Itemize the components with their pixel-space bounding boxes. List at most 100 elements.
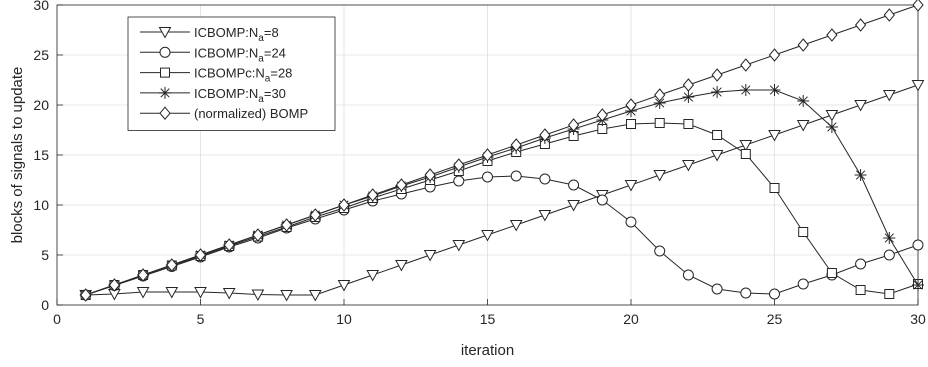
y-axis-label: blocks of signals to update <box>9 67 26 244</box>
series-2-point <box>453 175 465 187</box>
legend-entry: (normalized) BOMP <box>140 106 308 121</box>
series-1-point <box>308 290 322 302</box>
series-1-point <box>739 140 753 152</box>
series-4-point <box>739 84 752 96</box>
asterisk-stroke <box>769 85 780 95</box>
x-tick-label: 20 <box>623 311 639 327</box>
series-2-point <box>625 216 637 228</box>
series-5-point <box>711 68 723 82</box>
series-1-point <box>251 289 265 302</box>
series-2-point <box>482 171 493 183</box>
series-1-point <box>509 220 523 232</box>
series-2-point <box>797 278 809 290</box>
asterisk-stroke <box>741 85 751 95</box>
series-3-point <box>654 118 665 128</box>
series-3-point <box>712 130 723 140</box>
x-tick-label: 0 <box>53 311 61 327</box>
series-5-point <box>223 238 235 252</box>
y-tick-label: 0 <box>41 297 49 313</box>
axis-ticks: 0 5 10 15 20 25 30 0 5 10 15 20 25 30 <box>33 0 926 327</box>
y-tick-label: 30 <box>33 0 49 13</box>
series-5-point <box>338 198 350 212</box>
series-1-point <box>136 287 150 299</box>
series-2-point <box>682 269 694 281</box>
series-1-point <box>222 288 236 300</box>
series-1-point <box>194 287 207 299</box>
series-3-point <box>626 119 636 129</box>
legend-label: ICBOMP:Na=30 <box>194 86 286 105</box>
series-5-point <box>654 88 666 102</box>
series-3-point <box>826 268 837 278</box>
legend-marker <box>158 27 172 39</box>
series-1-point <box>911 80 925 92</box>
legend-marker <box>159 106 171 120</box>
series-2-point <box>596 194 608 206</box>
legend-label: ICBOMP:Na=24 <box>194 45 286 64</box>
legend-entry: ICBOMP:Na=8 <box>140 25 279 44</box>
series-5-point <box>883 8 895 22</box>
series-4-point <box>825 121 838 133</box>
series-2-point <box>912 239 924 251</box>
series-3-point <box>740 149 751 159</box>
series-5-point <box>280 218 293 232</box>
y-tick-label: 20 <box>33 97 49 113</box>
series-4-point <box>883 232 896 244</box>
series-5-point <box>682 78 695 92</box>
series-2-point <box>855 258 867 270</box>
asterisk-stroke <box>712 87 722 97</box>
series-5-point <box>166 258 178 272</box>
series-layer <box>79 0 925 302</box>
x-tick-label: 15 <box>480 311 496 327</box>
series-1-point <box>768 130 781 142</box>
series-5-point <box>80 288 92 302</box>
x-axis-label: iteration <box>461 342 514 359</box>
legend-label: (normalized) BOMP <box>194 106 308 121</box>
y-tick-label: 5 <box>41 247 49 263</box>
series-1-line <box>85 84 919 296</box>
series-2-point <box>769 288 780 300</box>
legend-marker <box>160 67 170 78</box>
series-4-point <box>682 91 695 103</box>
asterisk-stroke <box>855 170 866 180</box>
series-1-point <box>825 110 839 122</box>
series-1-point <box>481 230 494 242</box>
x-tick-label: 5 <box>197 311 205 327</box>
series-5-point <box>854 18 867 32</box>
series-5-point <box>309 208 321 222</box>
series-5-point <box>137 268 149 282</box>
series-5-point <box>194 248 207 262</box>
asterisk-stroke <box>827 122 837 132</box>
asterisk-stroke <box>160 88 170 98</box>
series-5-point <box>510 138 522 152</box>
series-5-point <box>481 148 494 162</box>
asterisk-stroke <box>798 96 808 106</box>
series-3-point <box>884 289 895 299</box>
series-1-point <box>280 290 293 302</box>
series-1-point <box>710 150 724 162</box>
x-tick-label: 25 <box>767 311 783 327</box>
series-1-point <box>796 120 810 132</box>
series-5-point <box>740 58 752 72</box>
legend-entry: ICBOMPc:Na=28 <box>140 66 292 85</box>
series-3-point <box>683 119 694 129</box>
series-1-point <box>337 280 351 292</box>
series-2-point <box>539 173 551 185</box>
series-1-point <box>624 180 638 192</box>
asterisk-stroke <box>655 98 665 108</box>
series-4-point <box>797 95 810 107</box>
series-5-point <box>768 48 781 62</box>
series-5-point <box>912 0 924 12</box>
series-5-point <box>539 128 551 142</box>
series-2-point <box>711 283 723 295</box>
series-1-point <box>423 250 437 262</box>
series-1-point <box>653 170 667 182</box>
series-4-point <box>854 169 867 181</box>
series-4-point <box>711 86 724 98</box>
series-5-point <box>797 38 809 52</box>
series-3-point <box>855 285 866 295</box>
series-1-point <box>366 270 380 282</box>
series-5-point <box>108 278 121 292</box>
series-1-point <box>567 200 580 212</box>
